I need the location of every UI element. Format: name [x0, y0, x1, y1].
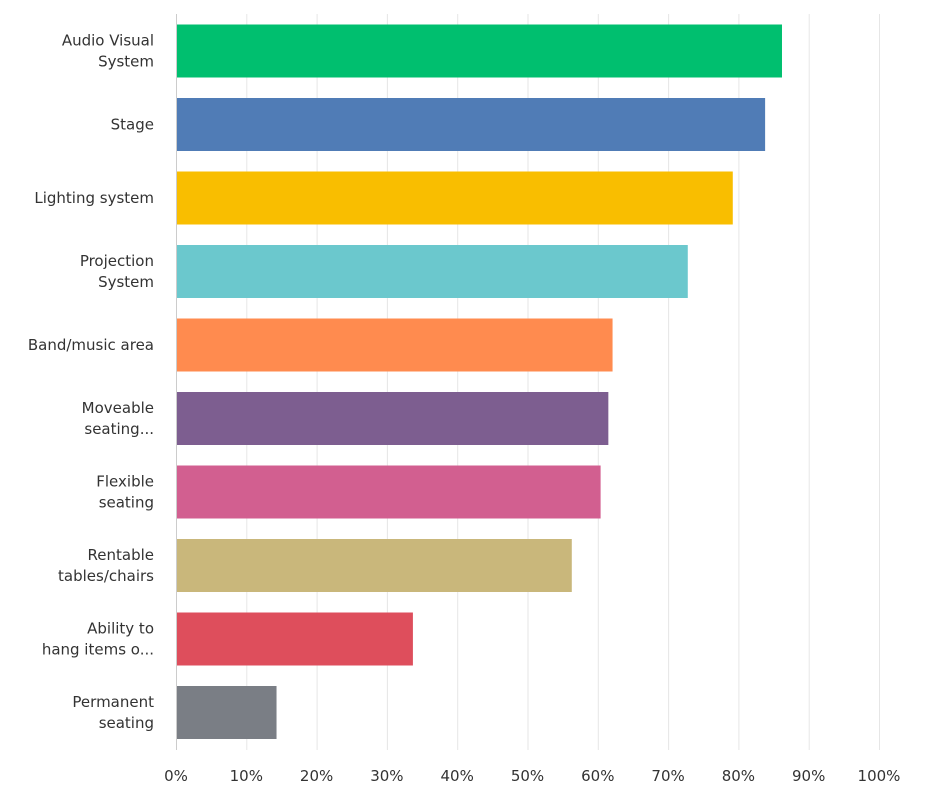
- category-label-line: seating: [99, 714, 154, 732]
- category-label: Lighting system: [34, 189, 154, 207]
- x-tick-label: 60%: [581, 767, 614, 785]
- category-label-line: Ability to: [87, 620, 154, 638]
- bar[interactable]: [177, 318, 613, 372]
- bar[interactable]: [177, 539, 572, 592]
- category-label-line: Audio Visual: [62, 32, 154, 50]
- x-tick-label: 70%: [651, 767, 684, 785]
- category-label-line: tables/chairs: [58, 567, 154, 585]
- category-label-line: Band/music area: [28, 336, 154, 354]
- x-tick-label: 0%: [164, 767, 188, 785]
- bar[interactable]: [177, 392, 609, 445]
- category-label-line: Permanent: [72, 693, 154, 711]
- bar[interactable]: [177, 98, 766, 151]
- category-label-line: hang items o...: [42, 641, 154, 659]
- category-label: Stage: [111, 116, 154, 134]
- category-label-line: Moveable: [82, 399, 154, 417]
- category-label: Projection System: [80, 252, 154, 291]
- bar[interactable]: [177, 245, 688, 298]
- x-tick-label: 10%: [230, 767, 263, 785]
- bar[interactable]: [177, 171, 733, 225]
- x-tick-label: 90%: [792, 767, 825, 785]
- category-label-line: Rentable: [88, 546, 154, 564]
- category-label-line: seating: [99, 494, 154, 512]
- category-label-line: Stage: [111, 116, 154, 134]
- bar[interactable]: [177, 686, 277, 739]
- x-tick-label: 80%: [722, 767, 755, 785]
- category-labels: Audio Visual System Stage Lighting system Pr…: [28, 32, 154, 733]
- category-label: Band/music area: [28, 336, 154, 354]
- x-tick-label: 100%: [858, 767, 901, 785]
- x-tick-label: 40%: [441, 767, 474, 785]
- category-label-line: System: [98, 53, 154, 71]
- x-tick-label: 30%: [370, 767, 403, 785]
- category-label: Ability to hang items o...: [42, 620, 154, 659]
- category-label: Rentable tables/chairs: [58, 546, 154, 585]
- category-label-line: Flexible: [96, 473, 154, 491]
- x-tick-label: 50%: [511, 767, 544, 785]
- category-label-line: System: [98, 273, 154, 291]
- category-label: Moveable seating...: [82, 399, 154, 438]
- category-label-line: seating...: [84, 420, 154, 438]
- x-axis-ticks: 0% 10% 20% 30% 40% 50% 60% 70% 80% 90% 100%: [164, 767, 900, 785]
- category-label: Audio Visual System: [62, 32, 154, 71]
- bar[interactable]: [177, 24, 782, 78]
- bars: [177, 24, 782, 739]
- x-tick-label: 20%: [300, 767, 333, 785]
- bar[interactable]: [177, 612, 413, 666]
- category-label: Flexible seating: [96, 473, 154, 512]
- category-label-line: Lighting system: [34, 189, 154, 207]
- category-label: Permanent seating: [72, 693, 154, 732]
- category-label-line: Projection: [80, 252, 154, 270]
- bar[interactable]: [177, 465, 601, 519]
